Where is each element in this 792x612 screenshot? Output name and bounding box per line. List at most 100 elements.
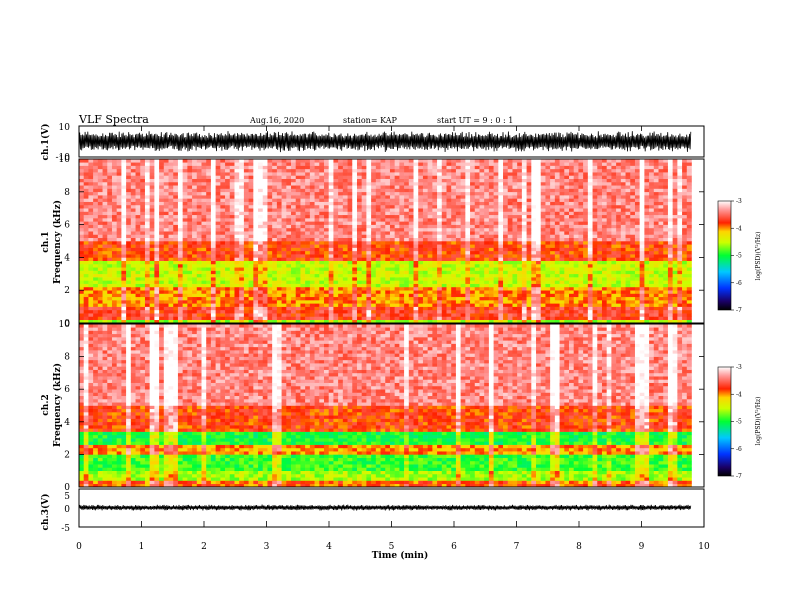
ch1-spectrogram-cell (385, 185, 391, 189)
ch1-spectrogram-cell (380, 224, 386, 229)
ch1-spectrogram-cell (342, 208, 348, 212)
ch1-spectrogram-cell (507, 273, 513, 278)
ch1-spectrogram-cell (154, 293, 160, 298)
ch1-spectrogram-cell (526, 231, 532, 235)
ch1-spectrogram-cell (479, 280, 485, 284)
ch1-spectrogram-cell (210, 241, 216, 245)
ch1-spectrogram-cell (540, 218, 546, 222)
ch1-spectrogram-cell (399, 241, 405, 245)
ch1-spectrogram-cell (361, 195, 367, 199)
ch1-spectrogram-cell (413, 244, 419, 248)
ch1-spectrogram-cell (361, 211, 367, 216)
ch1-spectrogram-cell (258, 267, 264, 271)
ch1-spectrogram-cell (342, 181, 348, 186)
ch1-spectrogram-cell (225, 165, 231, 170)
ch1-spectrogram-cell (314, 237, 320, 242)
ch1-spectrogram-cell (474, 319, 480, 324)
ch1-spectrogram-cell (243, 319, 249, 324)
ch1-spectrogram-cell (220, 306, 226, 311)
ch1-spectrogram-cell (470, 267, 476, 271)
ch1-spectrogram-cell (159, 231, 165, 235)
ch1-spectrogram-cell (314, 316, 320, 321)
ch1-spectrogram-cell (422, 201, 428, 206)
ch1-spectrogram-cell (460, 227, 466, 232)
ch1-spectrogram-cell (324, 303, 330, 307)
ch1-spectrogram-cell (102, 227, 108, 232)
ch1-spectrogram-cell (97, 257, 103, 261)
ch1-spectrogram-cell (102, 201, 108, 206)
ch1-spectrogram-cell (220, 296, 226, 301)
ch1-spectrogram-cell (262, 247, 268, 252)
ch1-spectrogram-cell (239, 178, 245, 183)
ch1-spectrogram-cell (177, 247, 183, 252)
ch1-spectrogram-cell (262, 208, 268, 212)
ch1-spectrogram-cell (507, 185, 513, 189)
ch1-spectrogram-cell (413, 214, 419, 219)
ch1-spectrogram-cell (154, 296, 160, 301)
ch1-spectrogram-cell (210, 218, 216, 222)
ch1-spectrogram-cell (130, 306, 136, 311)
ch1-spectrogram-cell (163, 188, 169, 193)
ch1-spectrogram-cell (305, 296, 311, 301)
ch1-spectrogram-cell (291, 290, 297, 294)
ch1-spectrogram-cell (272, 175, 278, 179)
ch1-spectrogram-cell (536, 214, 542, 219)
ch1-spectrogram-cell (88, 211, 94, 216)
ch1-spectrogram-cell (253, 290, 259, 294)
ch1-spectrogram-cell (173, 260, 179, 265)
ch1-spectrogram-cell (239, 254, 245, 258)
ch1-spectrogram-cell (342, 244, 348, 248)
ch1-spectrogram-cell (130, 178, 136, 183)
ch1-spectrogram-cell (512, 218, 518, 222)
ch1-spectrogram-cell (163, 208, 169, 212)
ch1-spectrogram-cell (455, 283, 461, 288)
ch1-spectrogram-cell (168, 227, 174, 232)
ch1-spectrogram-cell (126, 280, 132, 284)
ch1-spectrogram-cell (418, 172, 424, 176)
ch1-spectrogram-cell (163, 273, 169, 278)
ch1-spectrogram-cell (512, 231, 518, 235)
ch1-spectrogram-cell (93, 260, 99, 265)
ch1-spectrogram-cell (140, 316, 146, 321)
ch1-spectrogram-cell (201, 260, 207, 265)
ch1-spectrogram-cell (338, 172, 344, 176)
ch1-spectrogram-cell (159, 267, 165, 271)
ch1-spectrogram-cell (248, 316, 254, 321)
ch1-spectrogram-cell (215, 267, 221, 271)
ch1-spectrogram-cell (418, 270, 424, 275)
ch1-spectrogram-cell (234, 214, 240, 219)
ch1-spectrogram-cell (276, 286, 282, 291)
ch1-spectrogram-cell (333, 178, 339, 183)
ch1-spectrogram-cell (243, 303, 249, 307)
ch1-spectrogram-cell (432, 283, 438, 288)
ch1-spectrogram-cell (83, 254, 89, 258)
ch1-spectrogram-cell (540, 300, 546, 304)
ch1-spectrogram-cell (281, 250, 287, 255)
ch1-spectrogram-cell (182, 296, 188, 301)
ch1-spectrogram-cell (248, 241, 254, 245)
ch1-spectrogram-cell (300, 244, 306, 248)
ch1-spectrogram-cell (276, 159, 282, 163)
ch1-spectrogram-cell (498, 247, 504, 252)
ch1-spectrogram-cell (116, 283, 122, 288)
ch1-spectrogram-cell (196, 263, 202, 268)
ch1-spectrogram-cell (83, 303, 89, 307)
ch1-spectrogram-cell (493, 165, 499, 170)
ch1-spectrogram-cell (446, 195, 452, 199)
ch1-spectrogram-cell (144, 227, 150, 232)
ch1-spectrogram-cell (305, 293, 311, 298)
ch1-spectrogram-cell (182, 208, 188, 212)
ch1-spectrogram-cell (432, 254, 438, 258)
ch1-spectrogram-cell (493, 277, 499, 281)
ch1-spectrogram-cell (192, 208, 198, 212)
ch1-spectrogram-cell (149, 290, 155, 294)
ch1-spectrogram-cell (177, 234, 183, 239)
ch1-spectrogram-cell (187, 198, 193, 202)
ch1-spectrogram-cell (455, 247, 461, 252)
ch1-spectrogram-cell (192, 241, 198, 245)
ch1-spectrogram-cell (79, 293, 85, 298)
ch1-spectrogram-cell (140, 247, 146, 252)
ch1-spectrogram-cell (484, 165, 490, 170)
ch1-spectrogram-cell (276, 168, 282, 173)
ch1-spectrogram-cell (107, 293, 113, 298)
